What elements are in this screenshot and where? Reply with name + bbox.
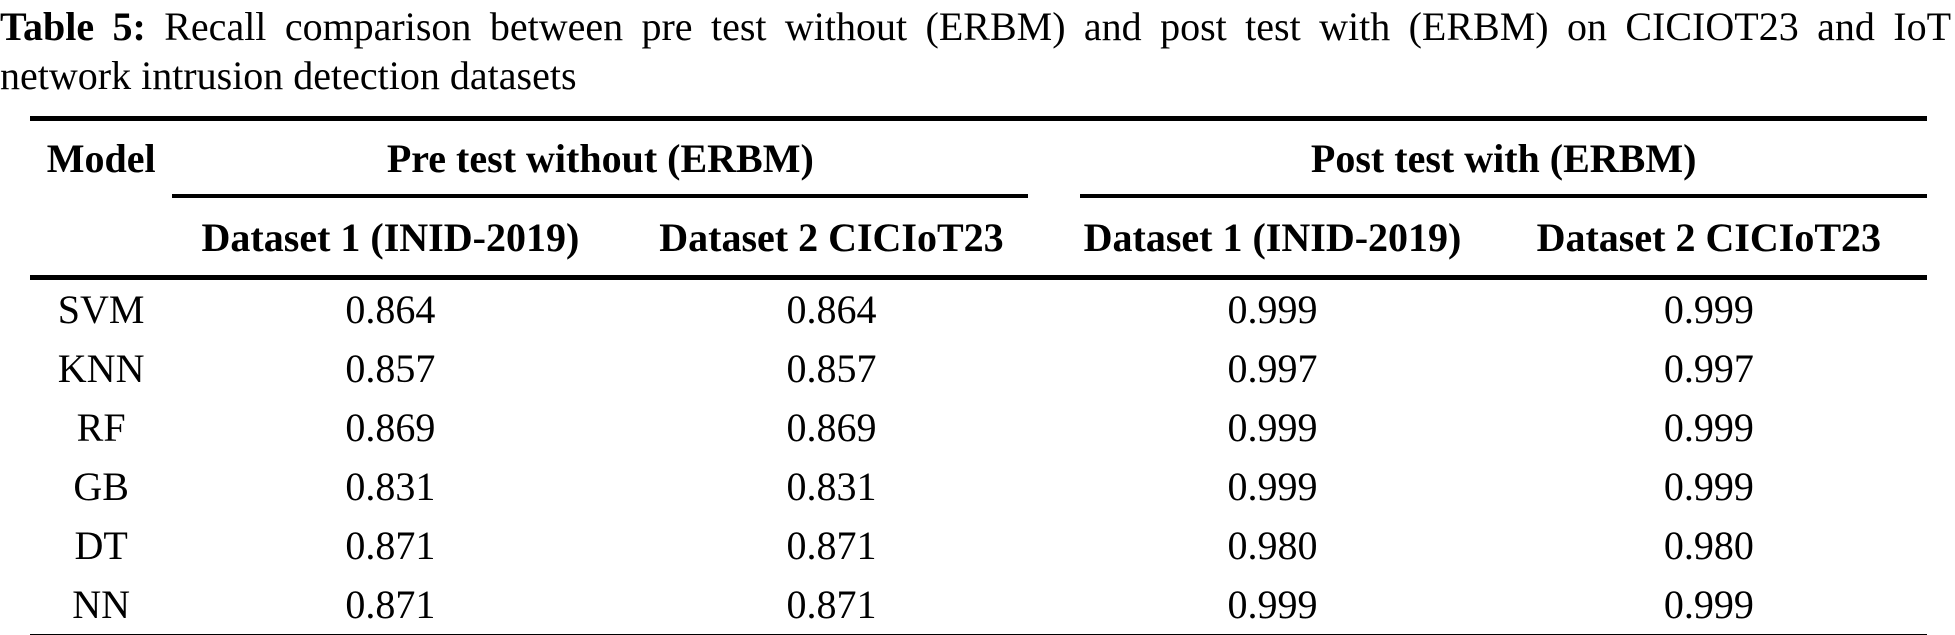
- value-cell: 0.871: [786, 582, 877, 627]
- table-caption: Table 5: Recall comparison between pre t…: [0, 0, 1955, 100]
- group-header-row: Model Pre test without (ERBM) Post test …: [30, 118, 1927, 280]
- value-cell: 0.999: [1227, 582, 1318, 627]
- value-cell: 0.980: [1227, 523, 1318, 568]
- table-row: SVM 0.864 0.864 0.999 0.999: [30, 278, 1927, 340]
- value-cell: 0.869: [786, 405, 877, 450]
- table-caption-label: Table 5:: [0, 4, 146, 49]
- value-cell: 0.857: [345, 346, 436, 391]
- header-group-posttest: Post test with (ERBM): [1054, 119, 1927, 198]
- value-cell: 0.869: [345, 405, 436, 450]
- header-pretest-dataset1: Dataset 1 (INID-2019): [172, 198, 609, 280]
- value-cell: 0.871: [345, 523, 436, 568]
- table-row: KNN 0.857 0.857 0.997 0.997: [30, 339, 1927, 398]
- value-cell: 0.997: [1663, 346, 1754, 391]
- header-pretest-dataset2: Dataset 2 CICIoT23: [608, 198, 1055, 280]
- model-name-cell: GB: [73, 464, 129, 509]
- value-cell: 0.999: [1663, 464, 1754, 509]
- value-cell: 0.980: [1663, 523, 1754, 568]
- value-cell: 0.857: [786, 346, 877, 391]
- value-cell: 0.999: [1663, 287, 1754, 332]
- value-cell: 0.999: [1663, 582, 1754, 627]
- value-cell: 0.871: [345, 582, 436, 627]
- header-model: Model: [30, 118, 173, 280]
- table-caption-text: Recall comparison between pre test witho…: [164, 4, 1951, 49]
- model-name-cell: SVM: [57, 287, 145, 332]
- header-posttest-dataset2: Dataset 2 CICIoT23: [1490, 198, 1927, 280]
- value-cell: 0.864: [345, 287, 436, 332]
- header-group-pretest: Pre test without (ERBM): [172, 119, 1054, 198]
- model-name-cell: DT: [74, 523, 128, 568]
- value-cell: 0.999: [1227, 405, 1318, 450]
- value-cell: 0.999: [1663, 405, 1754, 450]
- table-row: GB 0.831 0.831 0.999 0.999: [30, 457, 1927, 516]
- model-name-cell: NN: [72, 582, 131, 627]
- value-cell: 0.999: [1227, 287, 1318, 332]
- header-group-posttest-label: Post test with (ERBM): [1080, 135, 1927, 198]
- table-row: NN 0.871 0.871 0.999 0.999: [30, 575, 1927, 635]
- sub-header-row: Dataset 1 (INID-2019) Dataset 2 CICIoT23…: [30, 198, 1927, 280]
- value-cell: 0.997: [1227, 346, 1318, 391]
- table-row: DT 0.871 0.871 0.980 0.980: [30, 516, 1927, 575]
- table-caption-line2: network intrusion detection datasets: [0, 53, 577, 98]
- recall-comparison-table: Model Pre test without (ERBM) Post test …: [30, 116, 1927, 635]
- value-cell: 0.999: [1227, 464, 1318, 509]
- value-cell: 0.831: [345, 464, 436, 509]
- value-cell: 0.871: [786, 523, 877, 568]
- header-group-pretest-label: Pre test without (ERBM): [172, 135, 1029, 198]
- table-container: Model Pre test without (ERBM) Post test …: [30, 116, 1927, 635]
- model-name-cell: RF: [76, 405, 126, 450]
- table-row: RF 0.869 0.869 0.999 0.999: [30, 398, 1927, 457]
- header-posttest-dataset1: Dataset 1 (INID-2019): [1054, 198, 1491, 280]
- table-caption-line1: Table 5: Recall comparison between pre t…: [0, 2, 1951, 51]
- value-cell: 0.864: [786, 287, 877, 332]
- value-cell: 0.831: [786, 464, 877, 509]
- model-name-cell: KNN: [57, 346, 145, 391]
